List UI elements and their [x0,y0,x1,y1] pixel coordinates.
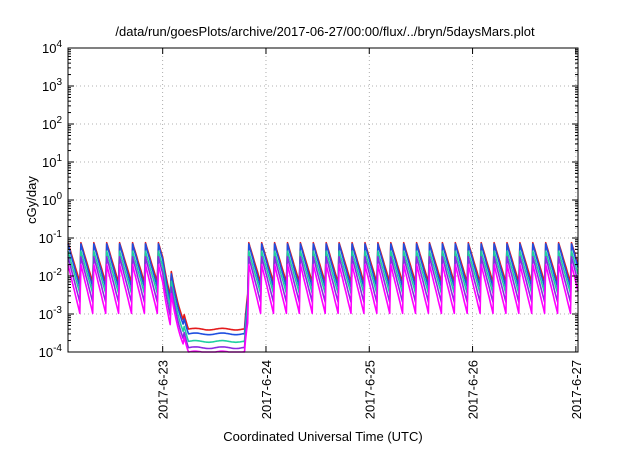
y-tick-label-exponent: 4 [56,39,62,50]
x-tick-label: 2017-6-25 [362,360,377,419]
y-tick-label: 101 [42,153,62,170]
y-tick-label-base: 10 [42,117,56,132]
y-tick-label-base: 10 [39,345,53,360]
y-tick-label: 10-4 [39,343,63,360]
y-tick-label-exponent: 1 [56,153,62,164]
y-tick-label: 104 [42,39,62,56]
y-tick-label-base: 10 [39,231,53,246]
chart-title: /data/run/goesPlots/archive/2017-06-27/0… [115,24,535,39]
y-tick-label: 102 [42,115,62,132]
x-tick-label: 2017-6-24 [259,360,274,419]
y-tick-label-base: 10 [42,155,56,170]
y-tick-label-base: 10 [42,193,56,208]
y-axis-label: cGy/day [24,176,39,224]
x-tick-label: 2017-6-27 [569,360,584,419]
x-tick-label: 2017-6-23 [156,360,171,419]
ticks: 10-410-310-210-11001011021031042017-6-23… [39,39,584,419]
y-tick-label-exponent: -3 [53,305,62,316]
series-line [67,263,579,353]
y-tick-label: 103 [42,77,62,94]
x-tick-label: 2017-6-26 [466,360,481,419]
y-tick-label-exponent: 0 [56,191,62,202]
y-tick-label-base: 10 [39,269,53,284]
y-tick-label-base: 10 [39,307,53,322]
y-tick-label: 10-1 [39,229,63,246]
y-tick-label: 10-2 [39,267,63,284]
y-tick-label-exponent: -1 [53,229,62,240]
y-tick-label-base: 10 [42,41,56,56]
y-tick-label-exponent: 2 [56,115,62,126]
y-tick-label-exponent: -2 [53,267,62,278]
y-tick-label: 100 [42,191,62,208]
x-axis-label: Coordinated Universal Time (UTC) [223,429,422,444]
y-tick-label-exponent: 3 [56,77,62,88]
y-tick-label-base: 10 [42,79,56,94]
series-layer [67,241,579,353]
y-tick-label-exponent: -4 [53,343,62,354]
y-tick-label: 10-3 [39,305,63,322]
